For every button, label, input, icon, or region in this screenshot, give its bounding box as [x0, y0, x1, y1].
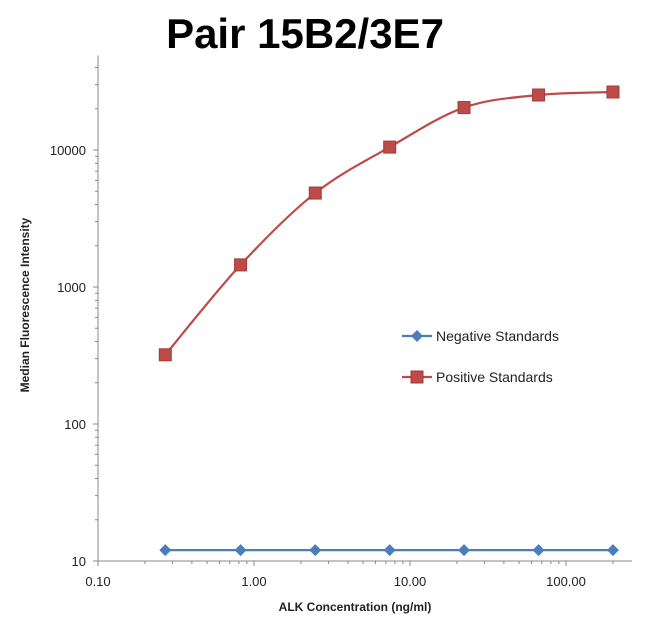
y-tick-label: 1000: [57, 280, 86, 295]
data-point-positive-standards: [234, 258, 248, 272]
y-tick-label: 100: [64, 417, 86, 432]
x-tick-label: 1.00: [241, 574, 266, 589]
data-point-negative-standards: [159, 544, 172, 557]
data-point-negative-standards: [234, 544, 247, 557]
data-point-positive-standards: [410, 370, 424, 384]
y-axis-label: Median Fluorescence Intensity: [18, 217, 32, 392]
data-point-negative-standards: [309, 544, 322, 557]
x-axis-label: ALK Concentration (ng/ml): [279, 600, 432, 614]
data-point-negative-standards: [458, 544, 471, 557]
legend-label: Positive Standards: [436, 369, 553, 385]
series-line-positive-standards: [164, 90, 614, 356]
data-point-positive-standards: [457, 101, 471, 115]
data-point-positive-standards: [606, 85, 620, 99]
x-tick-label: 100.00: [546, 574, 586, 589]
legend-label: Negative Standards: [436, 328, 559, 344]
data-point-positive-standards: [532, 88, 546, 102]
data-point-negative-standards: [383, 544, 396, 557]
data-point-positive-standards: [383, 140, 397, 154]
y-tick-label: 10: [72, 554, 86, 569]
data-point-negative-standards: [532, 544, 545, 557]
data-point-positive-standards: [308, 186, 322, 200]
y-tick-label: 10000: [50, 143, 86, 158]
data-point-negative-standards: [606, 544, 619, 557]
chart-title: Pair 15B2/3E7: [166, 10, 444, 57]
data-point-positive-standards: [158, 348, 172, 362]
x-tick-label: 0.10: [85, 574, 110, 589]
x-tick-label: 10.00: [394, 574, 427, 589]
data-point-negative-standards: [411, 330, 423, 342]
